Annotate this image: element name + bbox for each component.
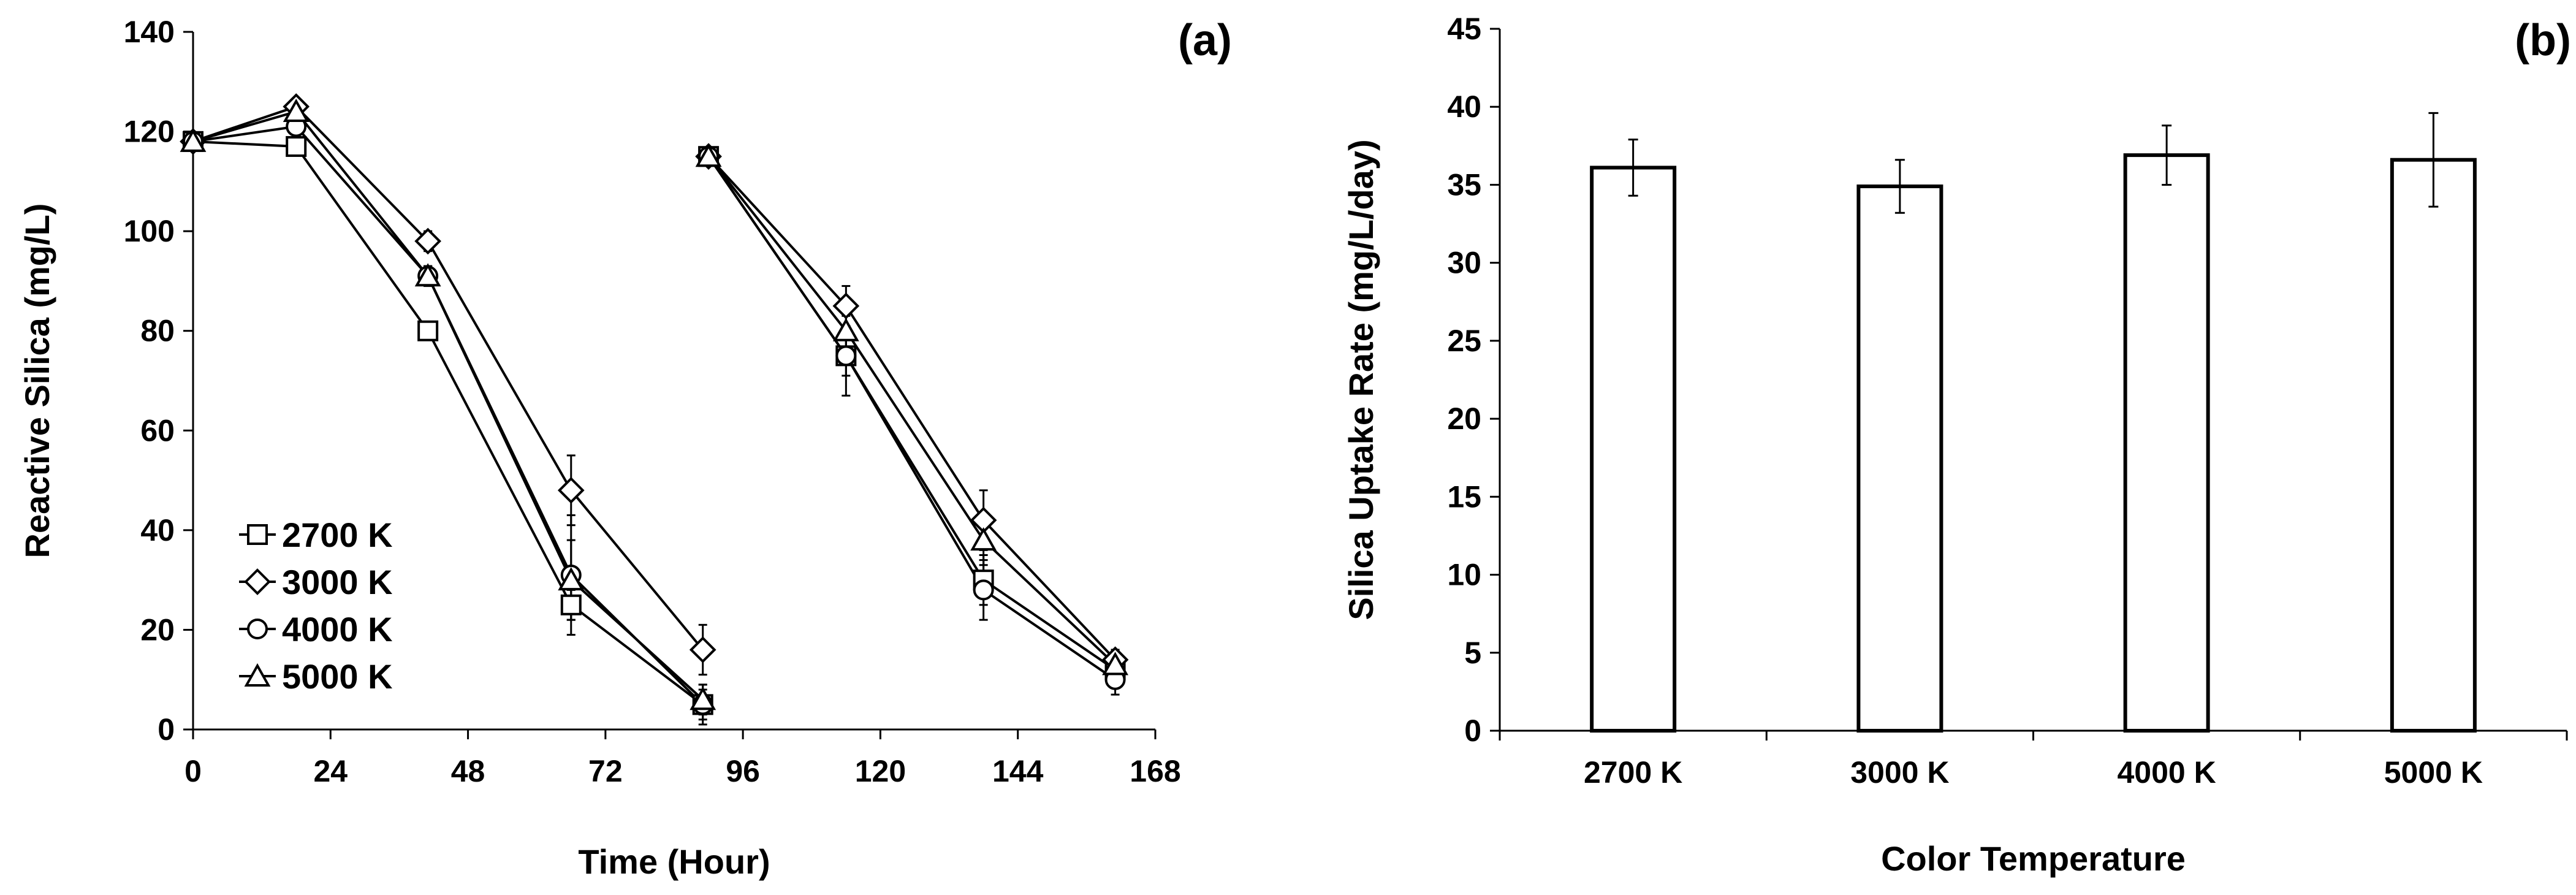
y-tick-label: 100 (124, 214, 175, 248)
bar (2390, 158, 2477, 733)
legend-marker-circle (247, 619, 268, 639)
y-tick-label: 0 (158, 712, 175, 747)
category-label: 2700 K (1584, 755, 1682, 790)
y-tick-label: 45 (1447, 12, 1481, 46)
data-point-diamond (832, 292, 860, 319)
data-point-triangle (558, 567, 585, 591)
y-tick-label: 40 (1447, 90, 1481, 124)
y-tick-label: 120 (124, 115, 175, 149)
series-line-triangle (707, 155, 1116, 666)
y-tick-label: 15 (1447, 479, 1481, 514)
x-axis-title: Color Temperature (1881, 839, 2186, 878)
y-axis-title: Reactive Silica (mg/L) (18, 204, 56, 558)
data-point-triangle (695, 143, 722, 167)
panel-a-line-chart: 0 20 40 60 80 100 120 140 0 24 48 72 96 120 144 168 Time… (18, 15, 1232, 881)
data-point-triangle (1102, 652, 1129, 676)
x-tick-label: 0 (184, 754, 202, 788)
data-point-diamond (557, 477, 585, 504)
y-tick-label: 60 (140, 413, 175, 448)
bar (1590, 166, 1677, 733)
y-tick-label: 40 (140, 513, 175, 547)
legend-label: 2700 K (282, 516, 393, 554)
data-point-diamond (414, 227, 441, 255)
y-tick-label: 80 (140, 314, 175, 348)
bar (2123, 153, 2210, 733)
x-tick-label: 48 (451, 754, 485, 788)
x-axis-title: Time (Hour) (578, 842, 770, 881)
x-tick-label: 120 (855, 754, 906, 788)
panel-label: (a) (1178, 16, 1232, 65)
y-tick-label: 35 (1447, 167, 1481, 202)
y-tick-label: 140 (124, 15, 175, 49)
data-point-circle (973, 579, 994, 601)
data-point-triangle (283, 98, 310, 123)
y-tick-label: 5 (1464, 636, 1481, 670)
y-tick-label: 10 (1447, 558, 1481, 592)
legend-label: 3000 K (282, 563, 393, 601)
category-label: 4000 K (2118, 755, 2216, 790)
y-tick-label: 25 (1447, 324, 1481, 358)
y-tick-label: 20 (140, 612, 175, 647)
data-point-square (560, 594, 582, 615)
legend-marker-diamond (244, 568, 271, 595)
category-label: 3000 K (1850, 755, 1949, 790)
series-line-diamond (707, 155, 1117, 661)
series-line-diamond (192, 105, 704, 651)
data-point-triangle (970, 527, 997, 551)
y-tick-label: 30 (1447, 246, 1481, 280)
x-tick-label: 144 (992, 754, 1044, 788)
legend-label: 4000 K (282, 610, 393, 649)
data-point-triangle (832, 318, 859, 341)
y-tick-label: 20 (1447, 402, 1481, 436)
legend-marker-triangle (244, 663, 271, 687)
legend-marker-square (247, 524, 268, 545)
series-line-square (192, 140, 704, 706)
data-point-triangle (414, 263, 441, 287)
bar (1856, 184, 1943, 733)
y-tick-label: 0 (1464, 714, 1481, 748)
series-line-circle (192, 125, 704, 706)
data-point-triangle (690, 687, 716, 710)
x-tick-label: 72 (588, 754, 623, 788)
panel-label: (b) (2515, 16, 2571, 65)
data-point-diamond (689, 636, 716, 663)
legend-label: 5000 K (282, 657, 393, 696)
x-tick-label: 168 (1130, 754, 1180, 788)
data-point-square (286, 135, 307, 157)
data-point-circle (835, 345, 857, 367)
category-label: 5000 K (2384, 755, 2483, 790)
x-tick-label: 24 (313, 754, 348, 788)
x-tick-label: 96 (726, 754, 760, 788)
data-point-square (417, 320, 439, 341)
series-line-triangle (192, 110, 704, 701)
series-line-circle (707, 156, 1116, 681)
y-axis-title: Silica Uptake Rate (mg/L/day) (1342, 139, 1380, 620)
data-point-triangle (180, 128, 207, 152)
panel-b-bar-chart: 0 5 10 15 20 25 30 35 40 45 2700 K 3000 K 4000 K 5000… (1342, 12, 2571, 878)
